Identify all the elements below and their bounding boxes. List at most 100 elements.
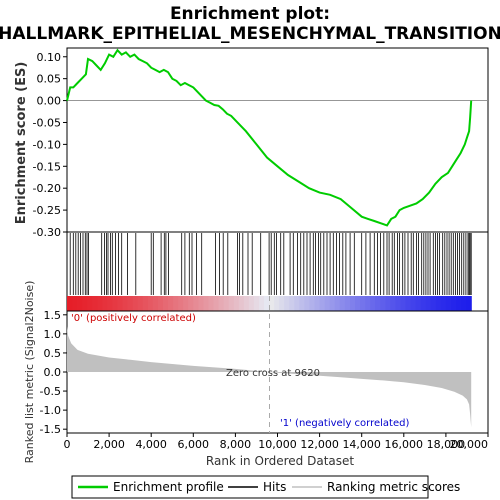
heat-strip-segment xyxy=(248,296,255,311)
heat-strip-segment xyxy=(152,296,159,311)
heat-strip-segment xyxy=(157,296,164,311)
metric-y-tick-label: 1.0 xyxy=(44,328,62,341)
es-y-tick-label: -0.30 xyxy=(33,226,61,239)
heat-strip-segment xyxy=(425,296,432,311)
x-tick-label: 8,000 xyxy=(220,438,252,451)
heat-strip-segment xyxy=(461,296,467,311)
heat-strip-segment xyxy=(127,296,134,311)
heat-strip-segment xyxy=(259,296,265,311)
heat-strip-segment xyxy=(218,296,225,311)
metric-y-tick-label: 0.5 xyxy=(44,347,62,360)
legend-metric-label: Ranking metric scores xyxy=(327,480,460,494)
heat-strip-segment xyxy=(420,296,427,311)
es-panel: -0.30 -0.25 -0.20 -0.15 -0.10 -0.05 0.00 0.05 0.… xyxy=(14,47,489,239)
hit-lines xyxy=(69,233,472,295)
heat-strip-segment xyxy=(107,296,114,311)
heat-strip-segment xyxy=(77,296,83,311)
heat-strip-segment xyxy=(112,296,119,311)
legend-enrichment-label: Enrichment profile xyxy=(113,480,224,494)
es-y-tick-label: -0.15 xyxy=(33,160,61,173)
hits-panel xyxy=(66,231,489,312)
x-tick-label: 18,000 xyxy=(427,438,466,451)
heat-strip-segment xyxy=(360,296,366,311)
heat-strip-segment xyxy=(289,296,295,311)
heat-strip-segment xyxy=(203,296,210,311)
metric-y-ticks: -1.5 -1.0 -0.5 0.0 0.5 1.0 1.5 xyxy=(40,309,67,436)
es-y-tick-label: -0.20 xyxy=(33,182,61,195)
heat-strip-segment xyxy=(304,296,311,311)
heat-strip-segment xyxy=(137,296,144,311)
metric-y-tick-label: -1.0 xyxy=(40,404,61,417)
heat-strip-segment xyxy=(168,296,174,311)
x-tick-label: 20,000 xyxy=(450,438,489,451)
heat-strip-segment xyxy=(253,296,260,311)
heat-strip-segment xyxy=(370,296,376,311)
heat-strip-segment xyxy=(309,296,316,311)
heat-strip-segment xyxy=(97,296,103,311)
x-tick-label: 2,000 xyxy=(93,438,125,451)
heat-strip-segment xyxy=(344,296,351,311)
heat-strip-segment xyxy=(102,296,109,311)
enrichment-profile-line xyxy=(66,48,473,227)
heat-strip-segment xyxy=(208,296,215,311)
heat-strip-segment xyxy=(188,296,194,311)
x-axis-label: Rank in Ordered Dataset xyxy=(206,454,354,468)
es-y-tick-label: 0.10 xyxy=(37,51,62,64)
x-tick-label: 14,000 xyxy=(342,438,381,451)
es-y-ticks: -0.30 -0.25 -0.20 -0.15 -0.10 -0.05 0.00 0.05 0.… xyxy=(33,51,67,239)
heat-strip-segment xyxy=(269,296,275,311)
metric-y-tick-label: 0.0 xyxy=(44,366,62,379)
x-tick-label: 12,000 xyxy=(300,438,339,451)
heat-strip-segment xyxy=(67,296,73,311)
heat-strip-segment xyxy=(82,296,88,311)
heat-strip-segment xyxy=(213,296,220,311)
metric-y-tick-label: -0.5 xyxy=(40,385,61,398)
positive-correlation-label: '0' (positively correlated) xyxy=(71,313,196,324)
heat-strip-segment xyxy=(163,296,169,311)
heat-strip-segment xyxy=(319,296,326,311)
metric-y-tick-label: 1.5 xyxy=(44,309,62,322)
negative-correlation-label: '1' (negatively correlated) xyxy=(280,418,409,429)
heat-strip-segment xyxy=(466,296,472,311)
heat-strip-segment xyxy=(365,296,371,311)
es-y-tick-label: -0.25 xyxy=(33,204,61,217)
heat-strip-segment xyxy=(390,296,396,311)
metric-y-tick-label: -1.5 xyxy=(40,423,61,436)
heat-strip-segment xyxy=(198,296,205,311)
legend: Enrichment profile Hits Ranking metric s… xyxy=(71,475,460,499)
heat-strip-segment xyxy=(142,296,149,311)
heat-strip-segment xyxy=(334,296,341,311)
rank-heat-strip xyxy=(67,296,472,311)
x-tick-label: 10,000 xyxy=(258,438,297,451)
heat-strip-segment xyxy=(380,296,386,311)
heat-strip-segment xyxy=(339,296,346,311)
heat-strip-segment xyxy=(178,296,184,311)
heat-strip-segment xyxy=(243,296,250,311)
rank-metric-panel: -1.5 -1.0 -0.5 0.0 0.5 1.0 1.5 '0' (positively… xyxy=(23,281,489,464)
heat-strip-segment xyxy=(400,296,407,311)
x-tick-label: 16,000 xyxy=(385,438,424,451)
legend-hits-label: Hits xyxy=(263,480,286,494)
heat-strip-segment xyxy=(355,296,361,311)
heat-strip-segment xyxy=(284,296,290,311)
heat-strip-segment xyxy=(132,296,139,311)
heat-strip-segment xyxy=(87,296,93,311)
heat-strip-segment xyxy=(375,296,381,311)
heat-strip-segment xyxy=(122,296,129,311)
heat-strip-segment xyxy=(299,296,306,311)
heat-strip-segment xyxy=(314,296,321,311)
es-y-tick-label: 0.05 xyxy=(37,73,62,86)
heat-strip-segment xyxy=(430,296,437,311)
es-y-tick-label: 0.00 xyxy=(37,95,62,108)
heat-strip-segment xyxy=(405,296,412,311)
x-tick-label: 0 xyxy=(64,438,71,451)
metric-y-axis-label: Ranked list metric (Signal2Noise) xyxy=(23,281,36,464)
heat-strip-segment xyxy=(147,296,154,311)
heat-strip-segment xyxy=(223,296,230,311)
heat-strip-segment xyxy=(324,296,331,311)
heat-strip-segment xyxy=(385,296,391,311)
heat-strip-segment xyxy=(349,296,356,311)
heat-strip-segment xyxy=(294,296,300,311)
heat-strip-segment xyxy=(279,296,285,311)
